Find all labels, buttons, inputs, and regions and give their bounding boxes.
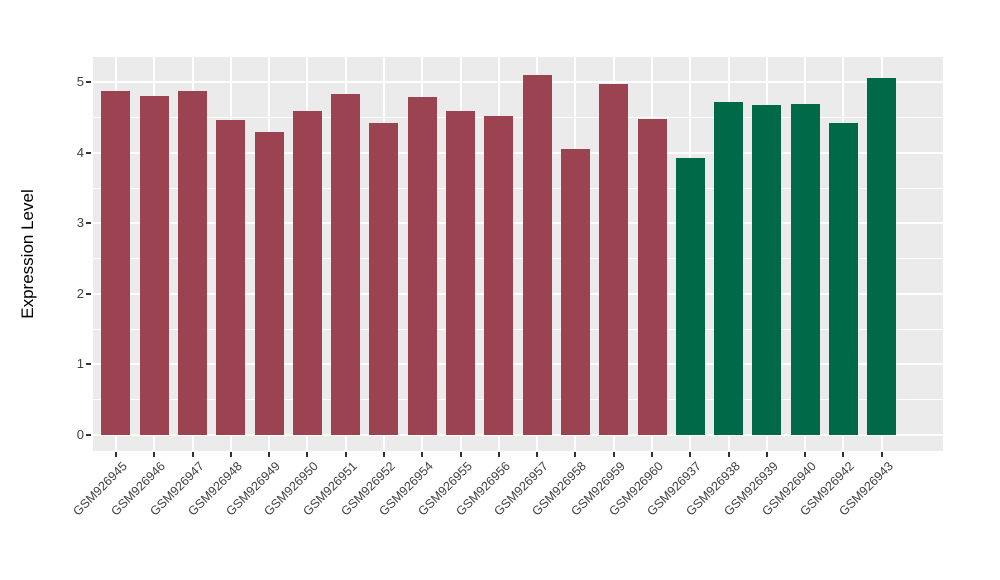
gridline-major-y xyxy=(93,433,943,436)
y-tick-label: 2 xyxy=(76,285,84,301)
y-tick-mark xyxy=(86,222,91,225)
y-tick-mark xyxy=(86,292,91,295)
bar-GSM926942 xyxy=(828,122,858,435)
bar-GSM926947 xyxy=(178,90,208,435)
bar-GSM926943 xyxy=(867,78,897,435)
gridline-minor-y xyxy=(93,258,943,260)
gridline-minor-y xyxy=(93,399,943,401)
y-tick-mark xyxy=(86,81,91,84)
bar-GSM926949 xyxy=(254,131,284,435)
bar-GSM926945 xyxy=(101,90,131,435)
bar-GSM926960 xyxy=(637,119,667,435)
x-tick-mark xyxy=(459,452,462,457)
gridline-minor-y xyxy=(93,187,943,189)
x-tick-mark xyxy=(804,452,807,457)
x-tick-mark xyxy=(497,452,500,457)
x-tick-mark xyxy=(191,452,194,457)
bar-GSM926950 xyxy=(292,111,322,435)
bar-GSM926957 xyxy=(522,74,552,435)
y-tick-label: 3 xyxy=(76,215,84,231)
y-tick-label: 4 xyxy=(76,144,84,160)
x-tick-mark xyxy=(536,452,539,457)
x-tick-mark xyxy=(651,452,653,457)
gridline-major-y xyxy=(93,222,943,225)
plot-panel xyxy=(93,57,943,451)
bar-GSM926956 xyxy=(484,115,514,435)
gridline-major-y xyxy=(93,81,943,84)
x-tick-mark xyxy=(382,452,385,457)
gridline-minor-y xyxy=(93,328,943,330)
bar-GSM926948 xyxy=(216,119,246,435)
gridline-major-y xyxy=(93,292,943,295)
y-tick-label: 1 xyxy=(76,356,84,372)
gridline-major-y xyxy=(93,363,943,366)
x-tick-mark xyxy=(727,452,730,457)
x-tick-mark xyxy=(306,452,309,457)
bar-GSM926939 xyxy=(752,104,782,435)
x-tick-mark xyxy=(229,452,232,457)
bar-GSM926958 xyxy=(560,148,590,435)
x-tick-mark xyxy=(153,452,156,457)
x-tick-mark xyxy=(421,452,424,457)
x-tick-mark xyxy=(268,452,271,457)
gridline-minor-y xyxy=(93,117,943,119)
bar-GSM926959 xyxy=(599,84,629,435)
x-tick-mark xyxy=(574,452,577,457)
x-tick-mark xyxy=(114,452,117,457)
bar-GSM926954 xyxy=(407,97,437,435)
y-tick-mark xyxy=(86,433,91,436)
x-tick-mark xyxy=(765,452,768,457)
bar-GSM926952 xyxy=(369,123,399,435)
bar-GSM926938 xyxy=(714,102,744,435)
bar-GSM926940 xyxy=(790,103,820,435)
x-tick-mark xyxy=(880,452,883,457)
y-tick-label: 0 xyxy=(76,426,84,442)
bar-GSM926955 xyxy=(446,111,476,435)
x-tick-mark xyxy=(612,452,615,457)
x-tick-mark xyxy=(842,452,845,457)
x-tick-mark xyxy=(344,452,347,457)
gridline-major-y xyxy=(93,151,943,154)
bar-GSM926937 xyxy=(675,158,705,435)
y-tick-mark xyxy=(86,363,91,366)
y-axis-title: Expression Level xyxy=(18,189,37,319)
y-tick-label: 5 xyxy=(76,74,84,90)
x-tick-mark xyxy=(689,452,692,457)
bar-GSM926946 xyxy=(139,95,169,435)
bar-GSM926951 xyxy=(331,93,361,435)
y-tick-mark xyxy=(86,151,91,154)
